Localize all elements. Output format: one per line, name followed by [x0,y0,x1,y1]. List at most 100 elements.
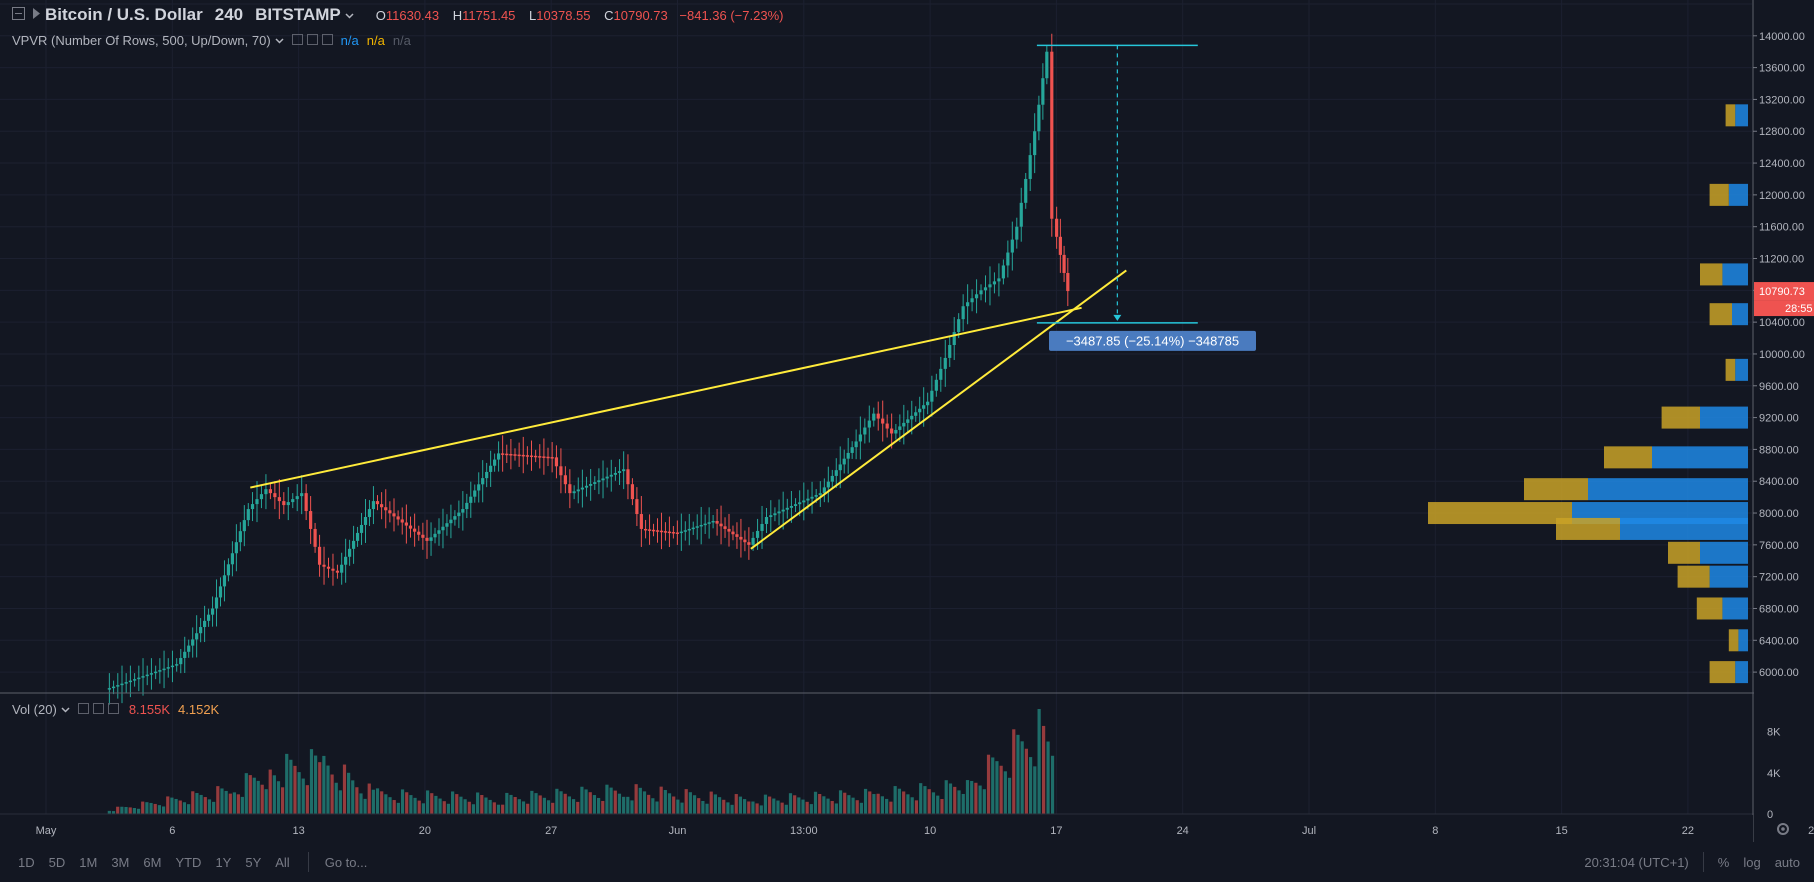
exchange-label[interactable]: BITSTAMP [255,5,341,24]
volume-name[interactable]: Vol (20) [12,701,57,717]
candle-body [988,284,992,288]
volume-bar [342,764,347,814]
time-tick-label: 27 [1808,825,1814,837]
price-scale-bg [1754,0,1814,842]
candle-body [375,501,380,505]
range-1d[interactable]: 1D [18,854,35,870]
volume-bar [797,797,801,814]
volume-bar [264,789,268,814]
volume-bar [772,798,776,814]
percent-toggle[interactable]: % [1717,854,1730,870]
volume-bar [584,789,588,814]
range-ytd[interactable]: YTD [175,854,202,870]
settings-icon[interactable] [305,33,320,48]
candle-body [1045,51,1049,79]
candle-body [433,533,437,538]
volume-bar [588,792,592,814]
range-3m[interactable]: 3M [111,854,130,870]
candle-body [769,515,773,518]
candle-body [1015,226,1019,240]
candle-body [162,668,166,671]
gear-ring [1777,823,1789,835]
chevron-down-icon[interactable] [61,702,70,717]
candle-body [268,489,272,494]
volume-bar [141,801,145,814]
volume-bar [851,797,855,814]
close-icon[interactable] [320,33,335,48]
candle-body [166,667,170,669]
candle-body [647,529,652,531]
range-all[interactable]: All [275,854,290,870]
goto-button[interactable]: Go to... [324,854,368,870]
volume-bar [430,793,434,814]
volume-bar [855,800,859,814]
candle-body [743,539,747,543]
clock-display[interactable]: 20:31:04 (UTC+1) [1584,854,1689,870]
volume-bar [170,797,174,814]
volume-bar [776,800,780,814]
candle-body [568,484,572,494]
candle-body [764,517,769,524]
chart-canvas[interactable]: −3487.85 (−25.14%) −348785 14000.00 13600.… [0,0,1814,842]
chevron-down-icon[interactable] [275,33,284,48]
chevron-down-icon[interactable] [345,8,354,23]
volume-bar [534,793,538,814]
toolbar-divider [1702,852,1704,872]
auto-toggle[interactable]: auto [1774,854,1800,870]
log-toggle[interactable]: log [1743,854,1761,870]
vpvr-name[interactable]: VPVR (Number Of Rows, 500, Up/Down, 70) [12,32,271,48]
volume-profile-up-bar [1735,358,1748,381]
volume-bar [559,791,563,814]
range-5y[interactable]: 5Y [245,854,262,870]
candle-body [966,302,970,307]
range-1m[interactable]: 1M [79,854,98,870]
vpvr-value-1: n/a [340,32,359,48]
volume-bar [187,804,191,814]
candle-body [404,522,408,526]
volume-bar [830,801,834,814]
collapse-icon[interactable] [12,7,25,23]
candle-body [380,504,384,508]
volume-tick-label: 4K [1767,768,1781,780]
volume-bar [318,762,322,814]
eye-icon[interactable] [290,33,305,48]
volume-bar [897,788,902,814]
candle-body [974,294,979,299]
price-tick-label: 13600.00 [1759,63,1805,75]
candle-body [1033,131,1037,156]
candle-body [461,509,465,513]
time-tick-label: May [36,825,57,837]
volume-bar [166,796,170,814]
volume-bar [605,784,609,814]
volume-profile-up-bar [1732,303,1748,326]
candle-body [563,475,567,485]
volume-bar [805,801,809,814]
volume-bar [421,803,425,814]
volume-bar [199,794,203,814]
time-tick-label: 10 [924,825,936,837]
candle-body [371,501,376,510]
range-6m[interactable]: 6M [143,854,162,870]
settings-icon[interactable] [91,702,106,717]
volume-bar [347,772,351,814]
interval-label[interactable]: 240 [214,5,244,24]
candle-body [538,456,542,458]
volume-bar [484,797,488,814]
volume-bar [880,796,884,814]
volume-bar [982,789,986,814]
volume-bar [409,795,413,814]
eye-icon[interactable] [76,702,91,717]
symbol-title[interactable]: Bitcoin / U.S. Dollar [45,5,203,24]
candle-body [496,453,501,460]
candle-body [635,499,639,515]
candle-body [1055,218,1059,237]
range-1y[interactable]: 1Y [215,854,232,870]
close-icon[interactable] [106,702,121,717]
last-price-label: 10790.73 [1759,286,1805,298]
flag-icon [31,7,41,23]
candle-body [643,528,648,531]
candle-body [997,278,1001,282]
candle-body [473,490,477,497]
range-5d[interactable]: 5D [48,854,66,870]
gear-icon[interactable] [1777,823,1789,835]
